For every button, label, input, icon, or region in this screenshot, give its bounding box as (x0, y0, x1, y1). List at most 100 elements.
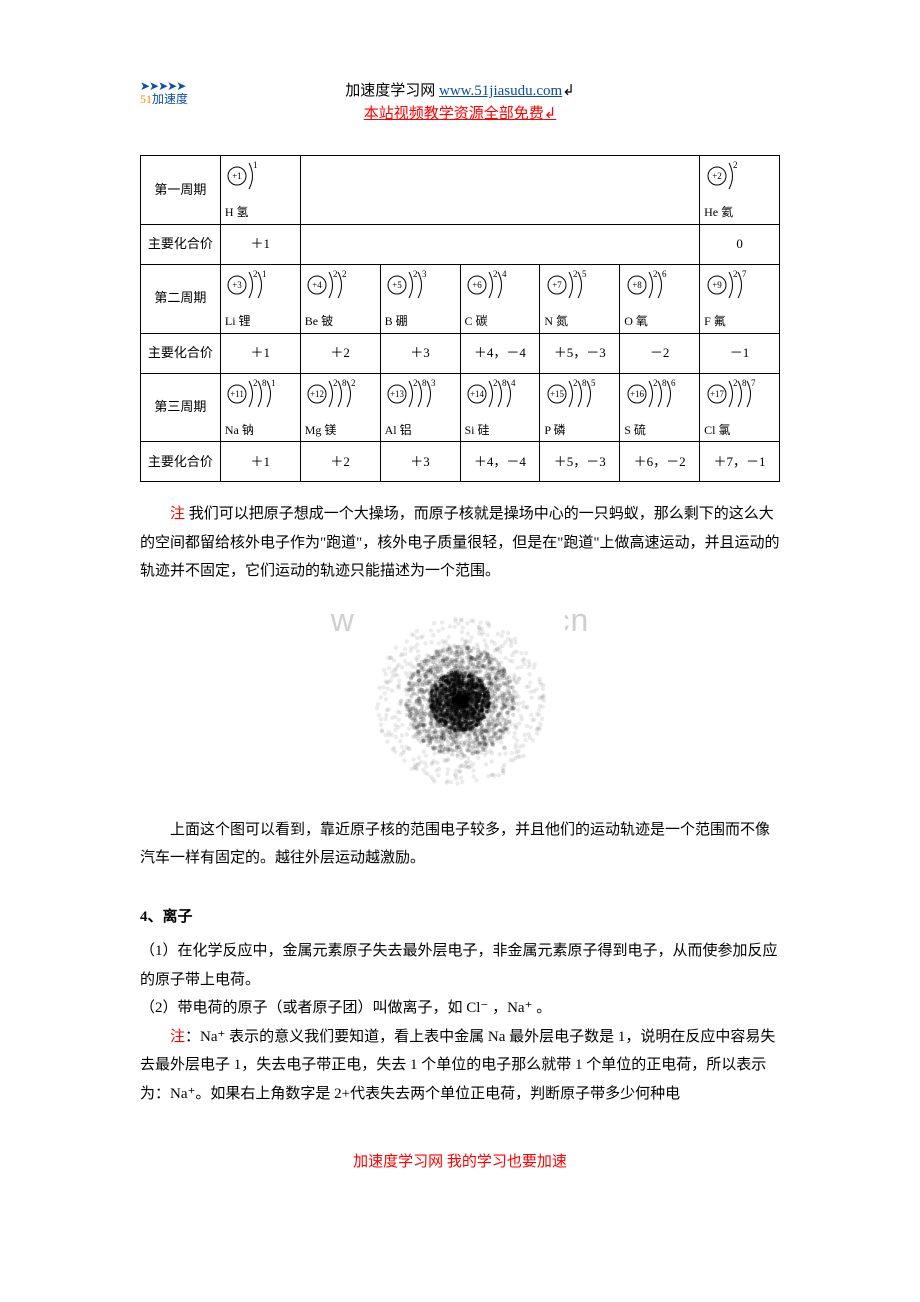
svg-text:2: 2 (733, 269, 738, 279)
element-si: +14284Si 硅 (460, 373, 540, 442)
svg-text:2: 2 (333, 378, 338, 388)
text: ↲ (562, 83, 575, 99)
svg-text:2: 2 (653, 269, 658, 279)
note-1: 注 我们可以把原子想成一个大操场，而原子核就是操场中心的一只蚂蚁，那么剩下的这么… (140, 500, 780, 586)
svg-text:2: 2 (573, 378, 578, 388)
page-footer: 加速度学习网 我的学习也要加速 (140, 1148, 780, 1177)
header-line-1: 加速度学习网 www.51jiasudu.com↲ (140, 80, 780, 103)
svg-text:2: 2 (413, 378, 418, 388)
svg-text:6: 6 (671, 378, 676, 388)
svg-text:+6: +6 (472, 280, 482, 290)
svg-text:2: 2 (493, 269, 498, 279)
valence-label-3: 主要化合价 (141, 442, 221, 482)
valence-2-5: －2 (620, 333, 700, 373)
svg-text:2: 2 (733, 160, 738, 170)
svg-text:8: 8 (262, 378, 267, 388)
svg-text:+8: +8 (632, 280, 642, 290)
svg-text:+2: +2 (712, 171, 722, 181)
element-al: +13283Al 铝 (380, 373, 460, 442)
svg-text:8: 8 (582, 378, 587, 388)
svg-text:8: 8 (342, 378, 347, 388)
svg-text:+17: +17 (710, 389, 725, 399)
header-line-2: 本站视频教学资源全部免费↲ (140, 103, 780, 126)
svg-text:2: 2 (653, 378, 658, 388)
valence-1-0: ＋1 (220, 224, 300, 264)
header-site-label: 加速度学习网 (345, 83, 439, 99)
svg-text:2: 2 (253, 378, 258, 388)
svg-text:2: 2 (253, 269, 258, 279)
svg-text:1: 1 (262, 269, 267, 279)
valence-2-4: ＋5，－3 (540, 333, 620, 373)
valence-3-4: ＋5，－3 (540, 442, 620, 482)
element-o: +826O 氧 (620, 264, 700, 333)
svg-text:6: 6 (662, 269, 667, 279)
svg-text:1: 1 (271, 378, 276, 388)
valence-3-6: ＋7，－1 (700, 442, 780, 482)
svg-text:+11: +11 (230, 389, 244, 399)
element-na: +11281Na 钠 (220, 373, 300, 442)
periodic-table: 第一周期 +11H 氢 +22He 氦 主要化合价 ＋1 0 第二周期 +321… (140, 155, 780, 482)
element-he: +22He 氦 (700, 156, 780, 225)
svg-text:+15: +15 (550, 389, 565, 399)
period-2-label: 第二周期 (141, 264, 221, 333)
svg-text:2: 2 (351, 378, 356, 388)
svg-text:+16: +16 (630, 389, 645, 399)
period-2-row: 第二周期 +321Li 锂 +422Be 铍 +523B 硼 +624C 碳 +… (141, 264, 780, 333)
svg-text:+7: +7 (552, 280, 562, 290)
element-c: +624C 碳 (460, 264, 540, 333)
element-s: +16286S 硫 (620, 373, 700, 442)
period-1-row: 第一周期 +11H 氢 +22He 氦 (141, 156, 780, 225)
svg-text:+3: +3 (233, 280, 243, 290)
valence-label-1: 主要化合价 (141, 224, 221, 264)
svg-text:+13: +13 (390, 389, 405, 399)
element-be: +422Be 铍 (300, 264, 380, 333)
element-h: +11H 氢 (220, 156, 300, 225)
logo-text: 51加速度 (140, 93, 188, 106)
section-4-note-red: 注 (170, 1029, 185, 1045)
text: ↲ (544, 106, 557, 122)
svg-text:+1: +1 (233, 171, 243, 181)
valence-3-0: ＋1 (220, 442, 300, 482)
after-cloud-text: 上面这个图可以看到，靠近原子核的范围电子较多，并且他们的运动轨迹是一个范围而不像… (140, 816, 780, 873)
svg-text:+9: +9 (712, 280, 722, 290)
valence-2-2: ＋3 (380, 333, 460, 373)
valence-label-2: 主要化合价 (141, 333, 221, 373)
valence-3-2: ＋3 (380, 442, 460, 482)
valence-2-1: ＋2 (300, 333, 380, 373)
section-4-item-1: （1）在化学反应中，金属元素原子失去最外层电子，非金属元素原子得到电子，从而使参… (140, 937, 780, 994)
element-b: +523B 硼 (380, 264, 460, 333)
svg-text:7: 7 (751, 378, 756, 388)
section-4-note: 注：Na⁺ 表示的意义我们要知道，看上表中金属 Na 最外层电子数是 1，说明在… (140, 1023, 780, 1109)
svg-text:3: 3 (431, 378, 436, 388)
header-site-link[interactable]: www.51jiasudu.com (439, 83, 562, 99)
period-3-row: 第三周期 +11281Na 钠 +12282Mg 镁 +13283Al 铝 +1… (141, 373, 780, 442)
svg-text:+4: +4 (312, 280, 322, 290)
valence-3-1: ＋2 (300, 442, 380, 482)
element-cl: +17287Cl 氯 (700, 373, 780, 442)
valence-3-3: ＋4，－4 (460, 442, 540, 482)
period-3-label: 第三周期 (141, 373, 221, 442)
valence-2-0: ＋1 (220, 333, 300, 373)
valence-2-3: ＋4，－4 (460, 333, 540, 373)
svg-text:2: 2 (342, 269, 347, 279)
element-mg: +12282Mg 镁 (300, 373, 380, 442)
svg-text:2: 2 (493, 378, 498, 388)
svg-text:7: 7 (742, 269, 747, 279)
svg-text:2: 2 (733, 378, 738, 388)
header-free-text: 本站视频教学资源全部免费 (364, 106, 544, 122)
svg-text:2: 2 (413, 269, 418, 279)
electron-cloud-image (355, 596, 565, 806)
section-4-note-text: ：Na⁺ 表示的意义我们要知道，看上表中金属 Na 最外层电子数是 1，说明在反… (140, 1029, 775, 1102)
note-1-text: 我们可以把原子想成一个大操场，而原子核就是操场中心的一只蚂蚁，那么剩下的这么大的… (140, 506, 780, 579)
note-1-red: 注 (170, 506, 189, 522)
svg-text:3: 3 (422, 269, 427, 279)
svg-text:8: 8 (742, 378, 747, 388)
svg-text:+12: +12 (310, 389, 324, 399)
svg-text:5: 5 (591, 378, 596, 388)
section-4-item-2: （2）带电荷的原子（或者原子团）叫做离子，如 Cl⁻ ，Na⁺ 。 (140, 994, 780, 1023)
valence-2-row: 主要化合价 ＋1 ＋2 ＋3 ＋4，－4 ＋5，－3 －2 －1 (141, 333, 780, 373)
svg-text:+14: +14 (470, 389, 485, 399)
page-header: 加速度学习网 www.51jiasudu.com↲ 本站视频教学资源全部免费↲ (140, 80, 780, 125)
site-logo: ➤➤➤➤➤ 51加速度 (140, 80, 188, 106)
element-p: +15285P 磷 (540, 373, 620, 442)
